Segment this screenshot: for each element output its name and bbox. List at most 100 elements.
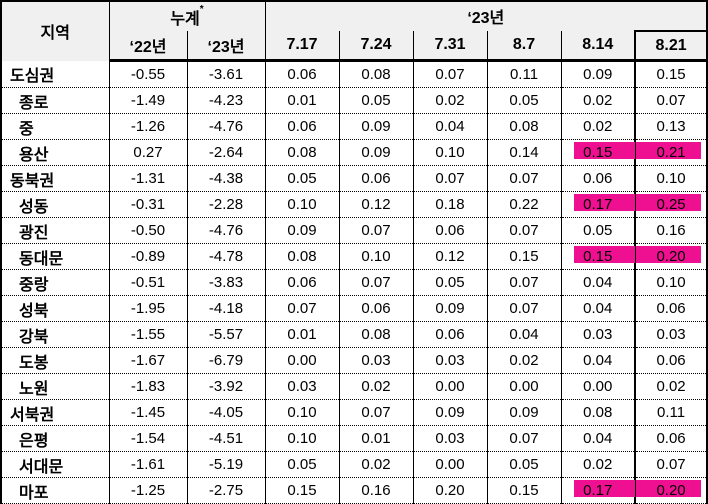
cumulative-year-2023-header: ‘23년: [186, 31, 266, 62]
value-cell: -0.51: [108, 269, 187, 296]
value-cell: -3.61: [186, 60, 266, 88]
value-cell: -1.25: [108, 477, 187, 504]
week-column-header-emphasized: 8.21: [634, 30, 706, 62]
region-cell: 중: [2, 113, 109, 140]
value-cell: 0.05: [264, 451, 340, 478]
value-text: 0.20: [656, 482, 686, 499]
value-cell: 0.06: [412, 217, 488, 244]
value-cell: -0.31: [108, 191, 187, 218]
cumulative-year-2022-header: ‘22년: [108, 31, 187, 62]
value-cell: 0.07: [264, 295, 340, 322]
value-cell: 0.15: [560, 243, 636, 270]
value-cell: 0.06: [634, 347, 706, 374]
value-cell: 0.06: [264, 269, 340, 296]
value-cell: 0.06: [560, 165, 636, 192]
value-text: 0.25: [656, 196, 686, 213]
value-cell: 0.27: [108, 139, 187, 166]
region-cell: 서북권: [2, 399, 109, 426]
value-cell: 0.07: [338, 217, 414, 244]
region-cell: 용산: [2, 139, 109, 166]
table-row: 은평 -1.54 -4.51 0.10 0.01 0.03 0.07 0.04 0.06: [2, 425, 706, 452]
value-cell: 0.03: [264, 373, 340, 400]
table-row: 서대문 -1.61 -5.19 0.05 0.02 0.00 0.05 0.02 0.07: [2, 451, 706, 478]
table-row: 도심권 -0.55 -3.61 0.06 0.08 0.07 0.11 0.09 0.15: [2, 60, 706, 88]
value-cell: 0.06: [338, 165, 414, 192]
value-cell: 0.09: [338, 113, 414, 140]
region-cell: 성동: [2, 191, 109, 218]
value-cell: -1.26: [108, 113, 187, 140]
region-cell: 동북권: [2, 165, 109, 192]
value-cell: 0.02: [560, 87, 636, 114]
value-cell: 0.02: [412, 87, 488, 114]
value-cell: -2.75: [186, 477, 266, 504]
value-cell: 0.08: [264, 139, 340, 166]
value-cell: 0.07: [486, 425, 562, 452]
value-cell: -4.18: [186, 295, 266, 322]
table-row: 종로 -1.49 -4.23 0.01 0.05 0.02 0.05 0.02 0.07: [2, 87, 706, 114]
value-cell: 0.04: [560, 425, 636, 452]
value-cell: 0.07: [486, 295, 562, 322]
week-column-header: 7.17: [264, 31, 340, 62]
value-cell: -1.55: [108, 321, 187, 348]
value-cell: 0.02: [634, 373, 706, 400]
value-cell: -4.38: [186, 165, 266, 192]
region-cell: 도봉: [2, 347, 109, 374]
region-cell: 마포: [2, 477, 109, 504]
table-row: 동대문 -0.89 -4.78 0.08 0.10 0.12 0.15 0.15 0.20: [2, 243, 706, 270]
value-text: 0.15: [583, 144, 613, 161]
value-cell: 0.05: [486, 87, 562, 114]
value-cell: -1.54: [108, 425, 187, 452]
value-text: 0.21: [656, 144, 686, 161]
value-cell: 0.10: [264, 399, 340, 426]
value-cell: 0.17: [560, 477, 636, 504]
value-cell: 0.09: [412, 295, 488, 322]
value-cell: 0.06: [264, 113, 340, 140]
value-cell: -2.28: [186, 191, 266, 218]
cumulative-footnote-asterisk: *: [199, 3, 204, 15]
value-cell: 0.14: [486, 139, 562, 166]
value-text: 0.17: [583, 196, 613, 213]
region-cell: 종로: [2, 87, 109, 114]
value-cell: 0.16: [634, 217, 706, 244]
value-cell: -1.49: [108, 87, 187, 114]
region-cell: 동대문: [2, 243, 109, 270]
table-row: 성동 -0.31 -2.28 0.10 0.12 0.18 0.22 0.17 0.25: [2, 191, 706, 218]
value-cell: 0.20: [634, 477, 706, 504]
value-cell: 0.01: [264, 321, 340, 348]
value-cell: 0.03: [634, 321, 706, 348]
value-text: 0.17: [583, 482, 613, 499]
value-cell: 0.22: [486, 191, 562, 218]
value-cell: 0.08: [486, 113, 562, 140]
value-cell: 0.04: [560, 295, 636, 322]
highlight-band: [636, 142, 702, 159]
value-cell: 0.07: [486, 269, 562, 296]
value-cell: -3.92: [186, 373, 266, 400]
value-cell: 0.05: [264, 165, 340, 192]
value-cell: 0.07: [412, 165, 488, 192]
value-cell: 0.10: [412, 139, 488, 166]
table-row: 성북 -1.95 -4.18 0.07 0.06 0.09 0.07 0.04 0.06: [2, 295, 706, 322]
highlight-band: [573, 246, 636, 263]
highlight-band: [573, 480, 636, 497]
value-cell: 0.04: [560, 269, 636, 296]
value-cell: 0.25: [634, 191, 706, 218]
value-cell: 0.15: [560, 139, 636, 166]
value-cell: 0.00: [412, 373, 488, 400]
value-text: 0.20: [656, 248, 686, 265]
value-cell: -4.78: [186, 243, 266, 270]
value-cell: 0.00: [264, 347, 340, 374]
highlight-band: [573, 194, 636, 211]
week-column-header: 7.31: [412, 31, 488, 62]
value-cell: 0.05: [412, 269, 488, 296]
value-cell: 0.18: [412, 191, 488, 218]
value-cell: 0.08: [338, 321, 414, 348]
value-cell: 0.10: [634, 165, 706, 192]
region-cell: 중랑: [2, 269, 109, 296]
value-cell: 0.07: [634, 451, 706, 478]
value-cell: 0.02: [560, 113, 636, 140]
region-cell: 도심권: [10, 67, 55, 85]
value-cell: 0.10: [264, 425, 340, 452]
value-cell: 0.07: [486, 165, 562, 192]
value-cell: 0.02: [338, 451, 414, 478]
